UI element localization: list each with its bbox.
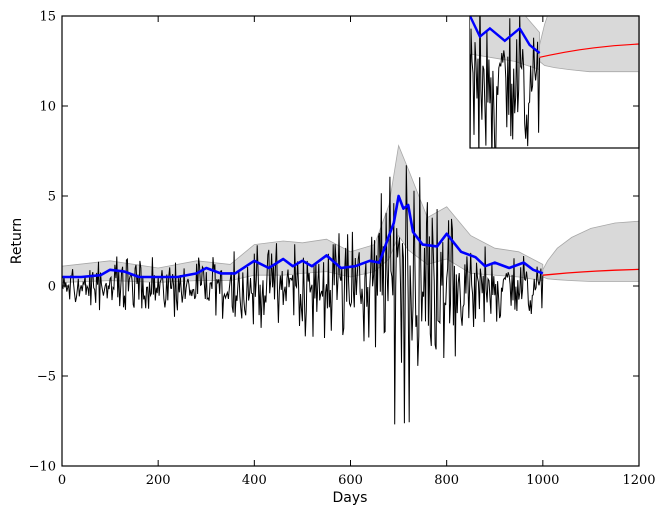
axis-ticks: 0 200 400 600 800 1000 1200 −10 −5 0 5 10 15	[29, 10, 656, 489]
inset-volatility-band	[470, 16, 540, 71]
y-tick-label: 10	[39, 100, 56, 115]
y-tick-label: 0	[48, 280, 56, 295]
forecast-band	[542, 220, 640, 282]
inset-area	[470, 16, 639, 148]
x-axis-title: Days	[333, 490, 368, 506]
x-tick-label: 800	[434, 473, 459, 488]
plot-area	[61, 144, 640, 425]
y-tick-label: −10	[29, 460, 56, 475]
inset-forecast-band	[539, 16, 639, 73]
x-tick-label: 1200	[622, 473, 655, 488]
forecast-line	[542, 268, 640, 276]
y-tick-label: −5	[37, 370, 56, 385]
x-tick-label: 400	[242, 473, 267, 488]
inset-returns-line	[470, 16, 541, 148]
x-tick-label: 1000	[526, 473, 559, 488]
x-tick-label: 600	[338, 473, 363, 488]
x-tick-label: 0	[58, 473, 66, 488]
returns-line	[61, 165, 544, 425]
inset-forecast-line	[539, 43, 639, 58]
volatility-line	[62, 194, 544, 279]
inset-volatility-line	[470, 16, 541, 55]
y-tick-label: 15	[39, 10, 56, 25]
inset-content	[470, 16, 639, 148]
y-tick-label: 5	[48, 190, 56, 205]
y-axis-title: Return	[9, 218, 25, 264]
x-tick-label: 200	[146, 473, 171, 488]
